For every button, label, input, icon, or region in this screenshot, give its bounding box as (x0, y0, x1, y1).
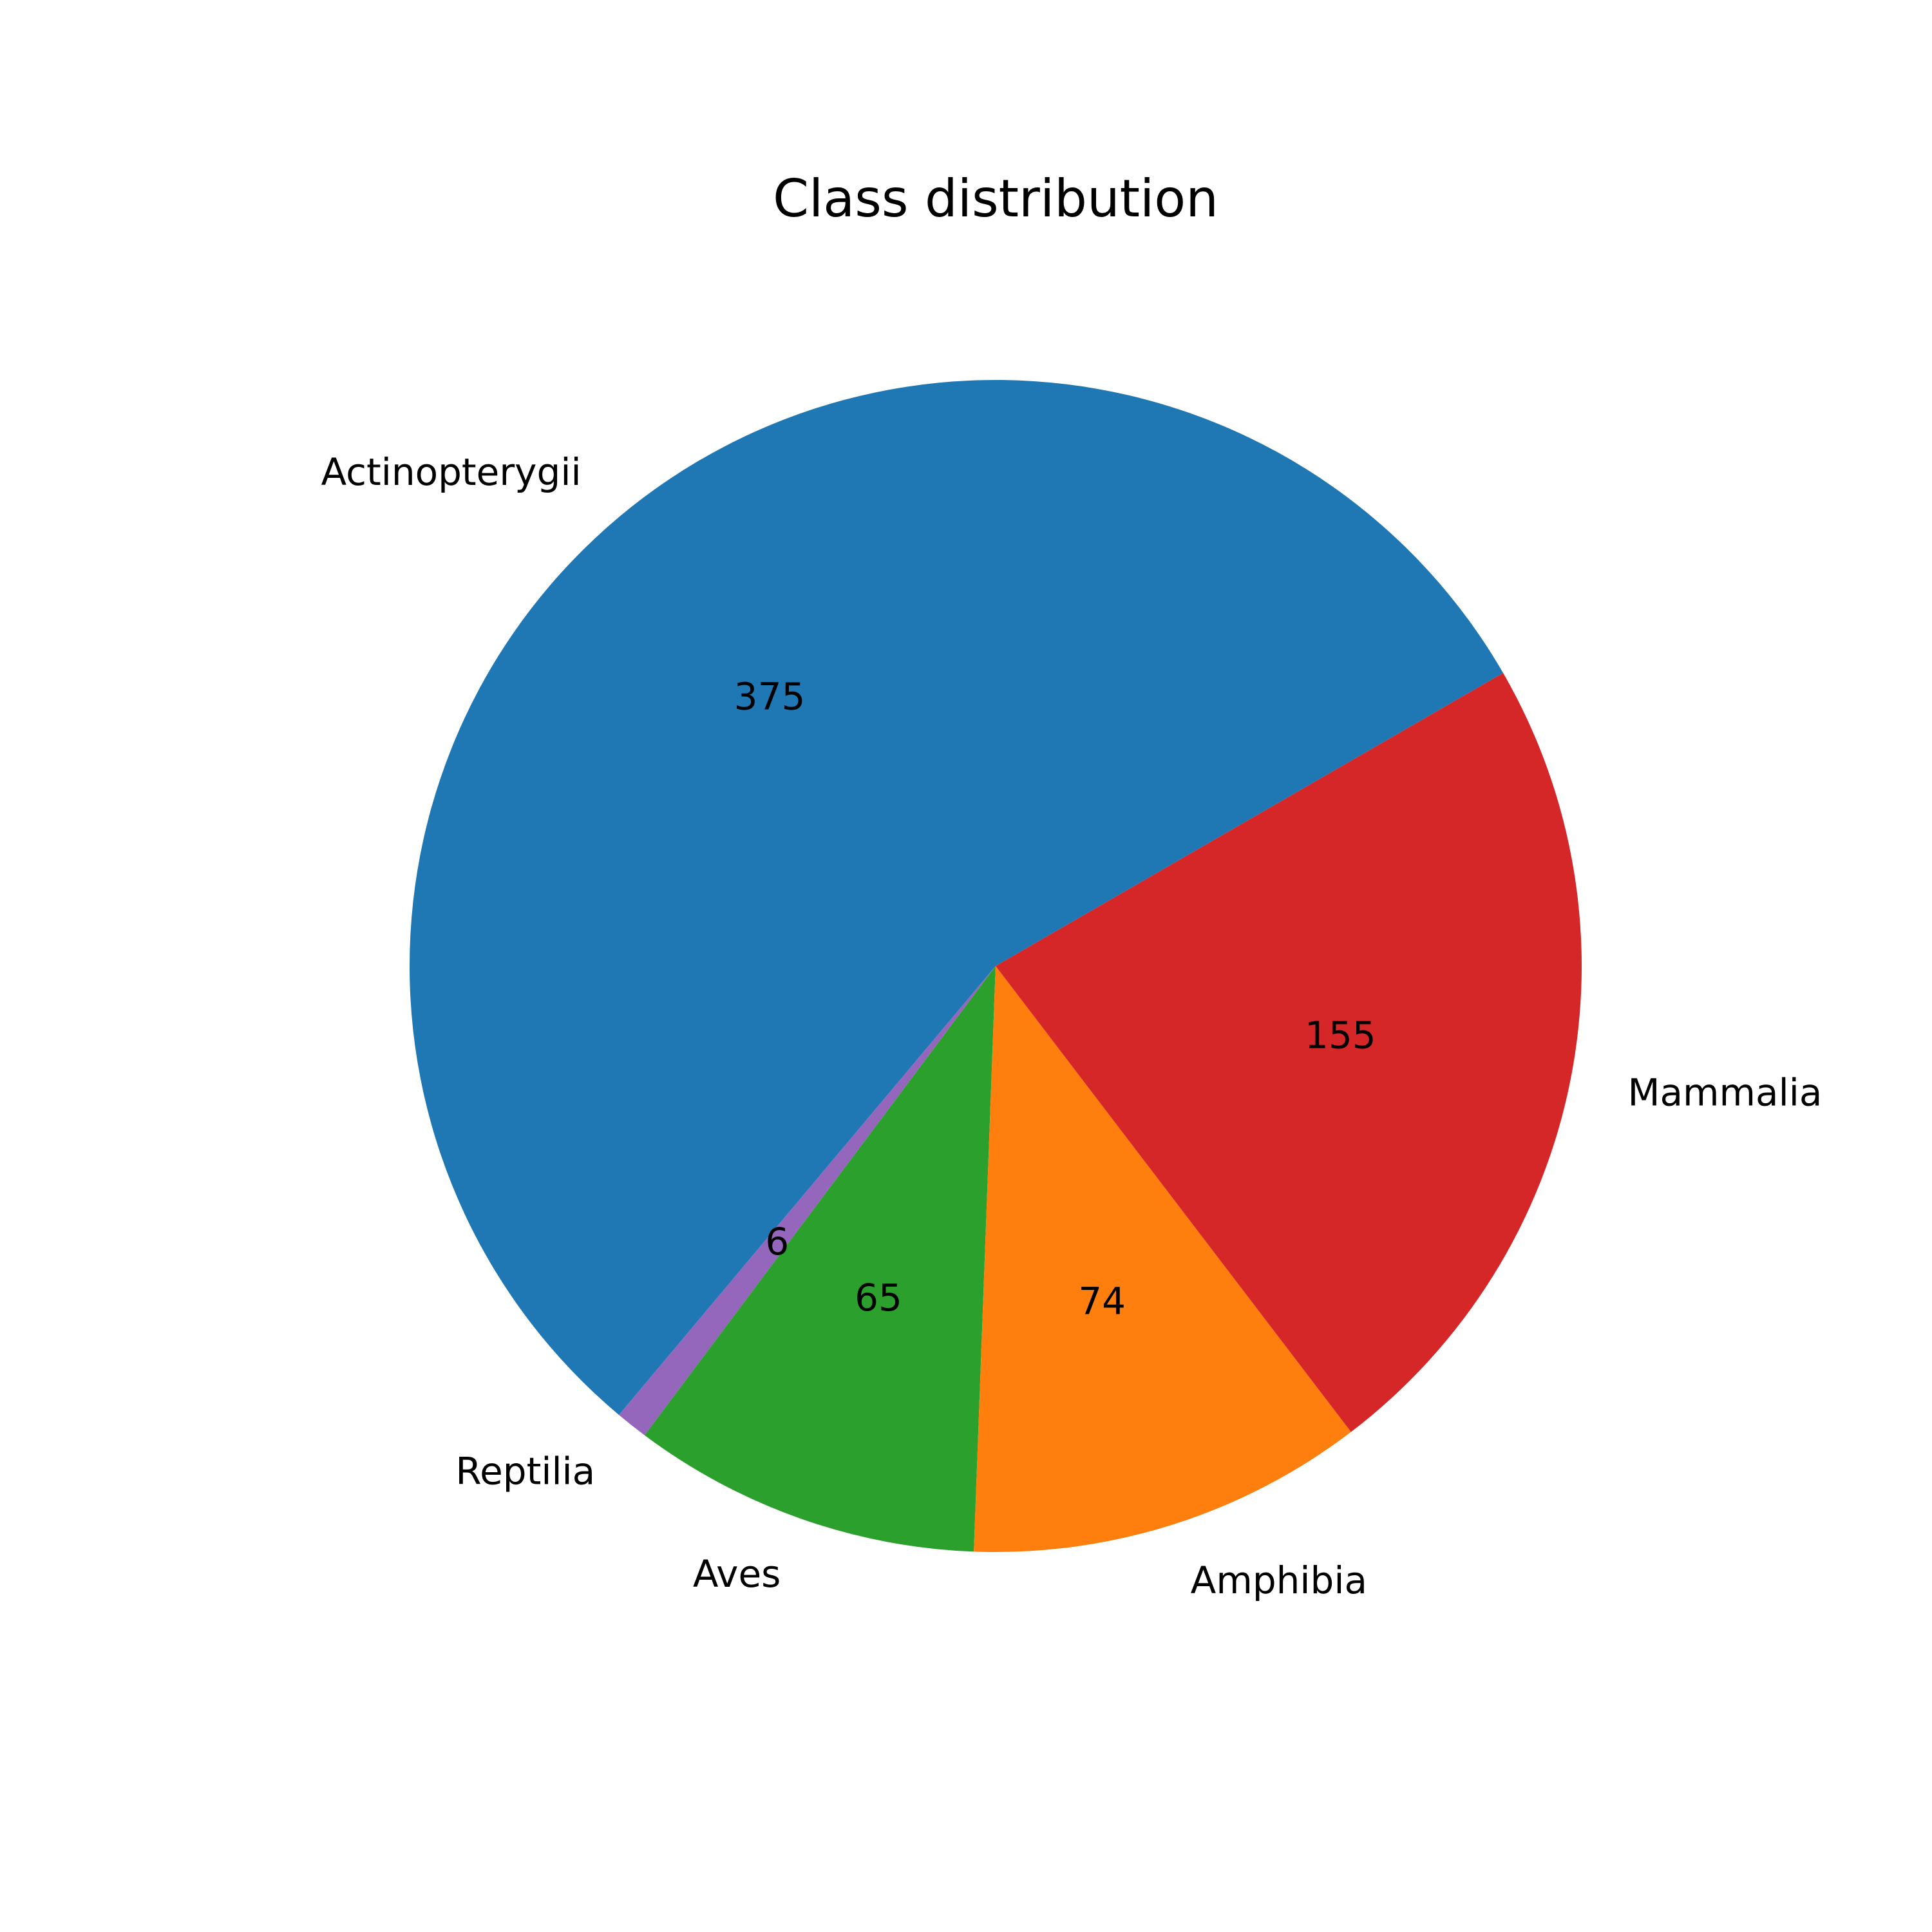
pie-labels: Actinopterygii 375 Reptilia 6 Aves 65 Amphibia… (321, 450, 1822, 1602)
pie-slice-aves (644, 966, 996, 1552)
slice-label-amphibia: Amphibia (1191, 1558, 1367, 1602)
value-label-mammalia: 155 (1305, 1013, 1376, 1057)
pie-slice-actinopterygii (409, 379, 1504, 1416)
slice-label-actinopterygii: Actinopterygii (321, 450, 581, 494)
value-label-amphibia: 74 (1078, 1279, 1126, 1323)
pie-slices (409, 379, 1582, 1553)
chart-title: Class distribution (773, 169, 1218, 229)
value-label-actinopterygii: 375 (734, 675, 806, 719)
pie-slice-mammalia (996, 673, 1582, 1432)
slice-label-aves: Aves (693, 1552, 781, 1596)
slice-label-reptilia: Reptilia (455, 1449, 595, 1493)
slice-label-mammalia: Mammalia (1627, 1071, 1822, 1115)
value-label-aves: 65 (855, 1276, 902, 1320)
pie-slice-amphibia (974, 966, 1351, 1553)
value-label-reptilia: 6 (765, 1220, 789, 1264)
pie-slice-reptilia (619, 966, 996, 1435)
